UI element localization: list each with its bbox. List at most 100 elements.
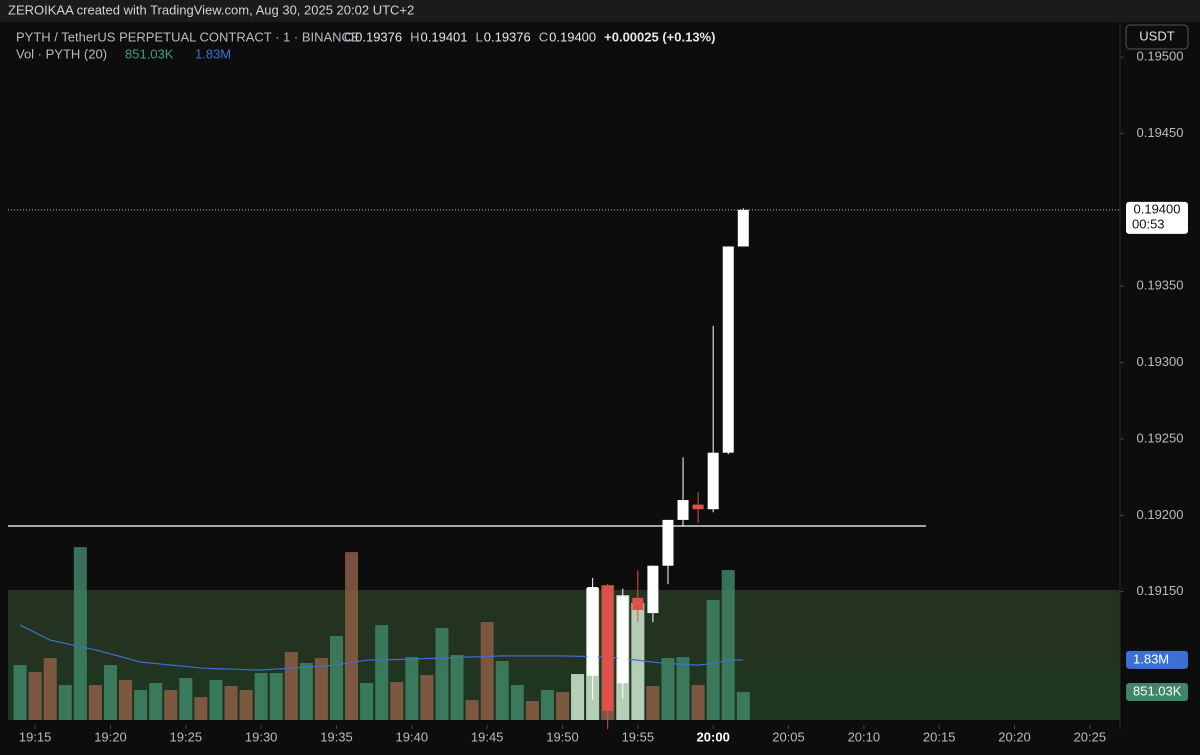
volume-bar bbox=[706, 600, 720, 720]
y-tick-label: 0.19150 bbox=[1137, 583, 1184, 598]
ohlc-key: C bbox=[539, 29, 548, 44]
volume-bar bbox=[691, 685, 705, 720]
volume-bar bbox=[375, 625, 389, 720]
y-tick-label: 0.19500 bbox=[1137, 49, 1184, 64]
volume-bar bbox=[224, 686, 238, 720]
volume-bar bbox=[299, 663, 313, 720]
ohlc-value: 0.19376 bbox=[355, 29, 402, 44]
volume-bar bbox=[134, 690, 148, 720]
volume-bar bbox=[88, 685, 102, 720]
x-tick-label: 20:20 bbox=[998, 729, 1031, 744]
change: +0.00025 (+0.13%) bbox=[604, 29, 715, 44]
candle-body bbox=[677, 500, 689, 520]
volume-legend: Vol · PYTH (20) bbox=[16, 46, 107, 61]
symbol: PYTH / TetherUS PERPETUAL CONTRACT · 1 ·… bbox=[16, 29, 360, 44]
candle-body bbox=[617, 596, 629, 684]
volume-bar bbox=[510, 685, 524, 720]
volume-bar bbox=[360, 683, 374, 720]
volume-bar bbox=[13, 665, 27, 720]
candle-body bbox=[587, 587, 599, 676]
volume-label-box bbox=[1126, 683, 1188, 702]
volume-bar bbox=[314, 658, 328, 720]
ohlc-key: O bbox=[344, 29, 354, 44]
last-price-box bbox=[1126, 201, 1188, 234]
volume-bar bbox=[495, 661, 509, 720]
candle-body bbox=[722, 246, 734, 453]
x-tick-label: 19:35 bbox=[320, 729, 353, 744]
volume-bar bbox=[556, 692, 569, 720]
x-tick-label: 20:15 bbox=[923, 729, 956, 744]
candle-body bbox=[692, 504, 704, 510]
currency-label[interactable]: USDT bbox=[1139, 28, 1174, 43]
candle-body bbox=[602, 585, 614, 711]
volume-bar bbox=[420, 675, 434, 720]
candle-body bbox=[707, 452, 719, 510]
candle-body bbox=[737, 209, 749, 247]
volume-bar bbox=[390, 682, 404, 720]
x-tick-label: 20:25 bbox=[1074, 729, 1107, 744]
x-tick-label: 19:30 bbox=[245, 729, 278, 744]
y-tick-label: 0.19250 bbox=[1137, 430, 1184, 445]
header-text: ZEROIKAA created with TradingView.com, A… bbox=[8, 2, 414, 17]
volume-bar bbox=[239, 690, 253, 720]
last-price-label: 0.19400 bbox=[1134, 201, 1181, 216]
volume-bar bbox=[661, 658, 675, 720]
x-tick-label: 19:50 bbox=[546, 729, 579, 744]
x-tick-label: 19:40 bbox=[396, 729, 429, 744]
volume-bar bbox=[676, 657, 690, 720]
ohlc-key: L bbox=[476, 29, 483, 44]
ohlc-key: H bbox=[410, 29, 419, 44]
ohlc-value: 0.19401 bbox=[421, 29, 468, 44]
x-tick-label: 19:20 bbox=[94, 729, 127, 744]
ma-axis-label: 1.83M bbox=[1133, 651, 1169, 666]
x-tick-label: 19:45 bbox=[471, 729, 504, 744]
x-tick-label: 20:10 bbox=[848, 729, 881, 744]
volume-bar bbox=[345, 552, 359, 720]
volume-bar bbox=[254, 673, 268, 720]
ohlc-value: 0.19400 bbox=[549, 29, 596, 44]
currency-button[interactable] bbox=[1125, 24, 1189, 50]
countdown: 00:53 bbox=[1132, 216, 1165, 231]
volume-bar bbox=[119, 680, 133, 720]
volume-bar bbox=[103, 665, 117, 720]
x-tick-label: 19:15 bbox=[19, 729, 52, 744]
volume-bar bbox=[194, 697, 208, 720]
ma-label-box bbox=[1126, 650, 1188, 669]
volume-bar bbox=[43, 658, 57, 720]
x-tick-label: 20:00 bbox=[697, 729, 730, 744]
volume-bar bbox=[149, 683, 163, 720]
volume-bar bbox=[329, 636, 343, 720]
volume-bar bbox=[284, 652, 298, 720]
volume-bar bbox=[28, 672, 42, 720]
volume-bar bbox=[540, 690, 554, 720]
header-bar bbox=[0, 0, 1200, 22]
y-tick-label: 0.19450 bbox=[1137, 125, 1184, 140]
volume-axis-label: 851.03K bbox=[1133, 683, 1182, 698]
volume-bar bbox=[480, 622, 494, 720]
x-tick-label: 19:55 bbox=[622, 729, 655, 744]
volume-bar bbox=[450, 655, 464, 720]
ohlc-value: 0.19376 bbox=[484, 29, 531, 44]
volume-bar bbox=[435, 628, 449, 720]
volume-bar bbox=[465, 700, 479, 720]
volume-bar bbox=[631, 603, 645, 720]
volume-bar bbox=[646, 686, 660, 720]
volume-bar bbox=[525, 700, 539, 720]
candle-body bbox=[632, 597, 644, 611]
y-tick-label: 0.19300 bbox=[1137, 354, 1184, 369]
volume-bar bbox=[736, 692, 750, 720]
x-tick-label: 19:25 bbox=[170, 729, 203, 744]
candle-body bbox=[647, 565, 659, 614]
volume-bar bbox=[73, 547, 87, 720]
volume-bar bbox=[164, 690, 178, 720]
volume-bar bbox=[179, 678, 193, 720]
volume-bar bbox=[269, 673, 283, 720]
volume-bar bbox=[405, 657, 419, 720]
volume-bar bbox=[571, 674, 585, 720]
candle-body bbox=[662, 519, 674, 566]
volume-bar bbox=[209, 680, 223, 720]
volume-legend-ma: 1.83M bbox=[195, 46, 231, 61]
zone-upper bbox=[8, 590, 1120, 667]
x-tick-label: 20:05 bbox=[772, 729, 805, 744]
